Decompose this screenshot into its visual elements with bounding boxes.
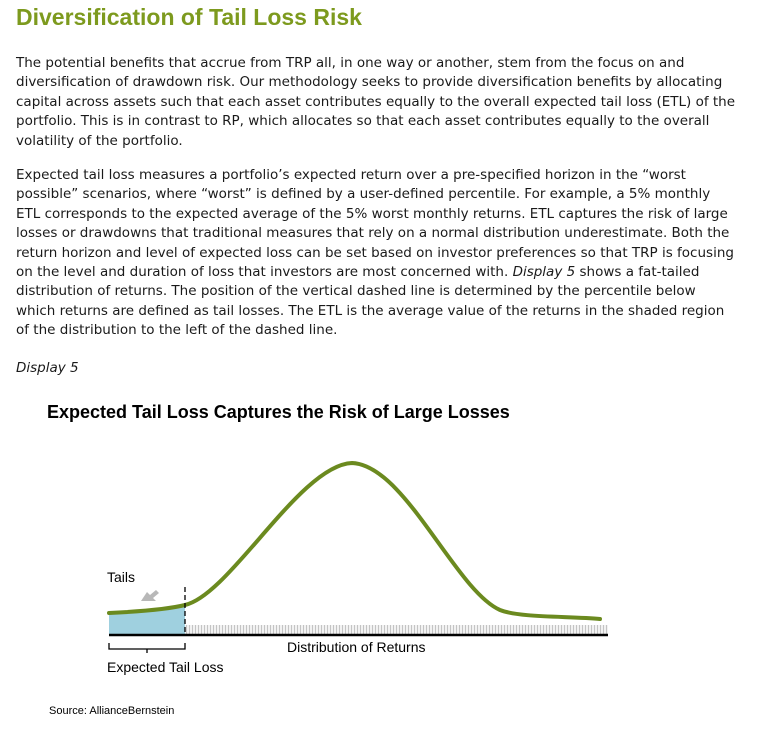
display-label: Display 5 — [16, 360, 79, 376]
hatched-band — [109, 625, 608, 635]
paragraph-etl-definition: Expected tail loss measures a portfolio’… — [16, 166, 736, 341]
etl-bracket — [108, 643, 186, 653]
distribution-figure: Tails Distribution of Returns Expected T… — [107, 460, 608, 675]
display-reference: Display 5 — [512, 264, 576, 281]
distribution-curve — [107, 460, 602, 621]
etl-label: Expected Tail Loss — [107, 659, 223, 675]
figure-title: Expected Tail Loss Captures the Risk of … — [47, 402, 510, 422]
source-note: Source: AllianceBernstein — [49, 705, 175, 717]
paragraph-trp-benefits: The potential benefits that accrue from … — [16, 55, 736, 149]
distribution-label: Distribution of Returns — [287, 639, 426, 655]
paragraph-text: Expected tail loss measures a portfolio’… — [16, 167, 734, 281]
paragraph-text: shows a fat-tailed distribution of retur… — [16, 264, 725, 339]
tails-arrow-icon — [141, 590, 159, 601]
tails-label: Tails — [107, 569, 135, 585]
section-heading: Diversification of Tail Loss Risk — [16, 4, 362, 30]
